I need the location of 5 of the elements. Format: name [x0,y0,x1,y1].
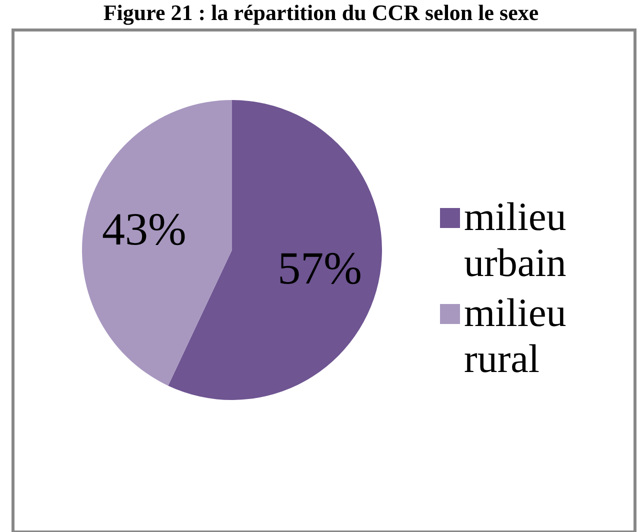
legend-label: milieu rural [464,290,566,381]
chart-title: Figure 21 : la répartition du CCR selon le sexe [103,0,539,25]
pie-slice [82,100,232,386]
data-label: 57% [278,242,362,294]
data-label: 43% [102,203,186,254]
